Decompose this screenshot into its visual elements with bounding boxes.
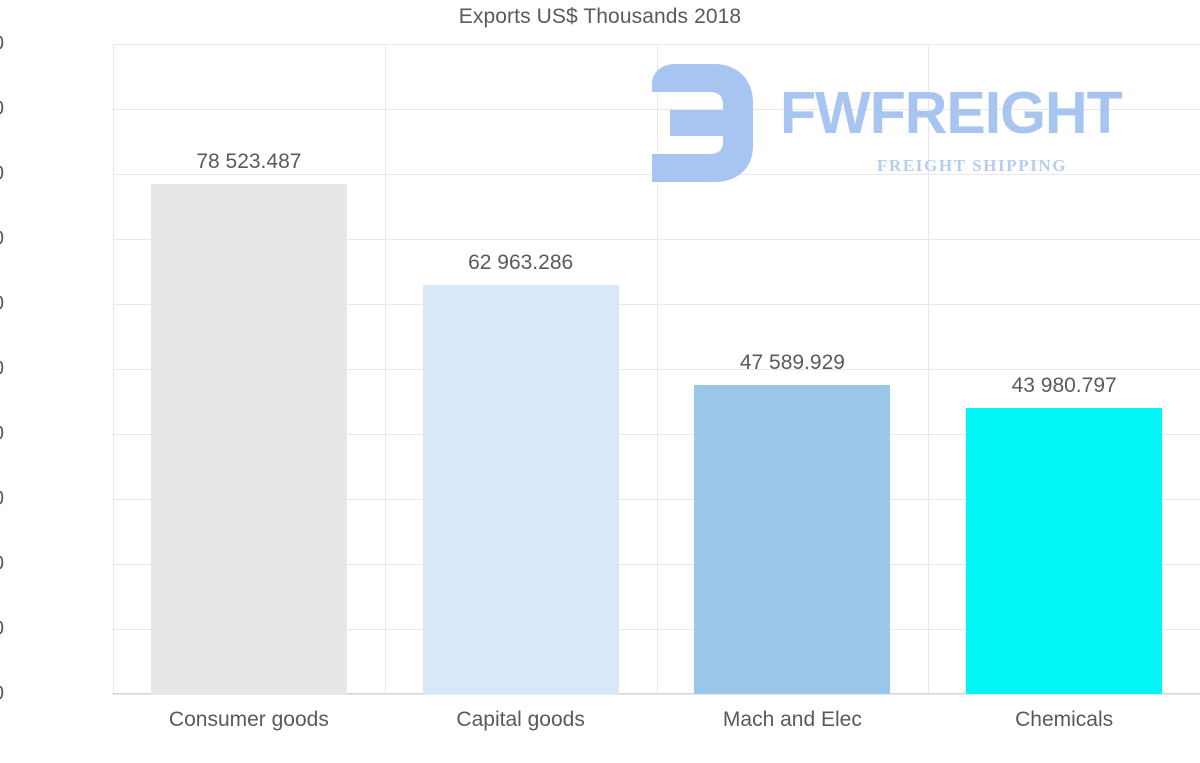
- y-axis-tick-label: 50 000: [0, 358, 4, 381]
- x-axis-category-label: Mach and Elec: [722, 708, 862, 731]
- grid-line-vertical: [385, 44, 386, 694]
- y-axis-tick-label: 70 000: [0, 228, 4, 251]
- plot-area: [112, 44, 1200, 695]
- grid-line-horizontal: [113, 304, 1200, 305]
- bar[interactable]: [422, 284, 619, 694]
- bar-value-label: 62 963.286: [468, 250, 574, 274]
- y-axis-tick-label: 10 000: [0, 618, 4, 641]
- bar-value-label: 78 523.487: [196, 149, 302, 173]
- grid-line-horizontal: [113, 44, 1200, 45]
- grid-line-horizontal: [113, 629, 1200, 630]
- y-axis-tick-label: 0: [0, 683, 4, 706]
- grid-line-horizontal: [113, 239, 1200, 240]
- x-axis-category-label: Chemicals: [1015, 708, 1114, 731]
- bar[interactable]: [150, 183, 347, 694]
- grid-line-vertical: [928, 44, 929, 694]
- y-axis-tick-label: 20 000: [0, 553, 4, 576]
- y-axis-tick-label: 100 000: [0, 33, 4, 56]
- grid-line-horizontal: [113, 434, 1200, 435]
- y-axis-tick-label: 90 000: [0, 98, 4, 121]
- bar[interactable]: [694, 384, 891, 694]
- y-axis-tick-label: 40 000: [0, 423, 4, 446]
- chart-title: Exports US$ Thousands 2018: [458, 5, 742, 28]
- y-axis-tick-label: 30 000: [0, 488, 4, 511]
- bar-value-label: 47 589.929: [739, 350, 845, 374]
- bar[interactable]: [966, 408, 1163, 694]
- grid-line-horizontal: [113, 694, 1200, 695]
- y-axis-tick-label: 80 000: [0, 163, 4, 186]
- grid-line-vertical: [113, 44, 114, 694]
- x-axis-baseline: [112, 693, 1200, 694]
- grid-line-horizontal: [113, 564, 1200, 565]
- y-axis-tick-label: 60 000: [0, 293, 4, 316]
- grid-line-vertical: [657, 44, 658, 694]
- grid-line-horizontal: [113, 499, 1200, 500]
- x-axis-category-label: Capital goods: [456, 708, 585, 731]
- bar-value-label: 43 980.797: [1011, 374, 1117, 398]
- x-axis-category-label: Consumer goods: [168, 708, 329, 731]
- grid-line-horizontal: [113, 369, 1200, 370]
